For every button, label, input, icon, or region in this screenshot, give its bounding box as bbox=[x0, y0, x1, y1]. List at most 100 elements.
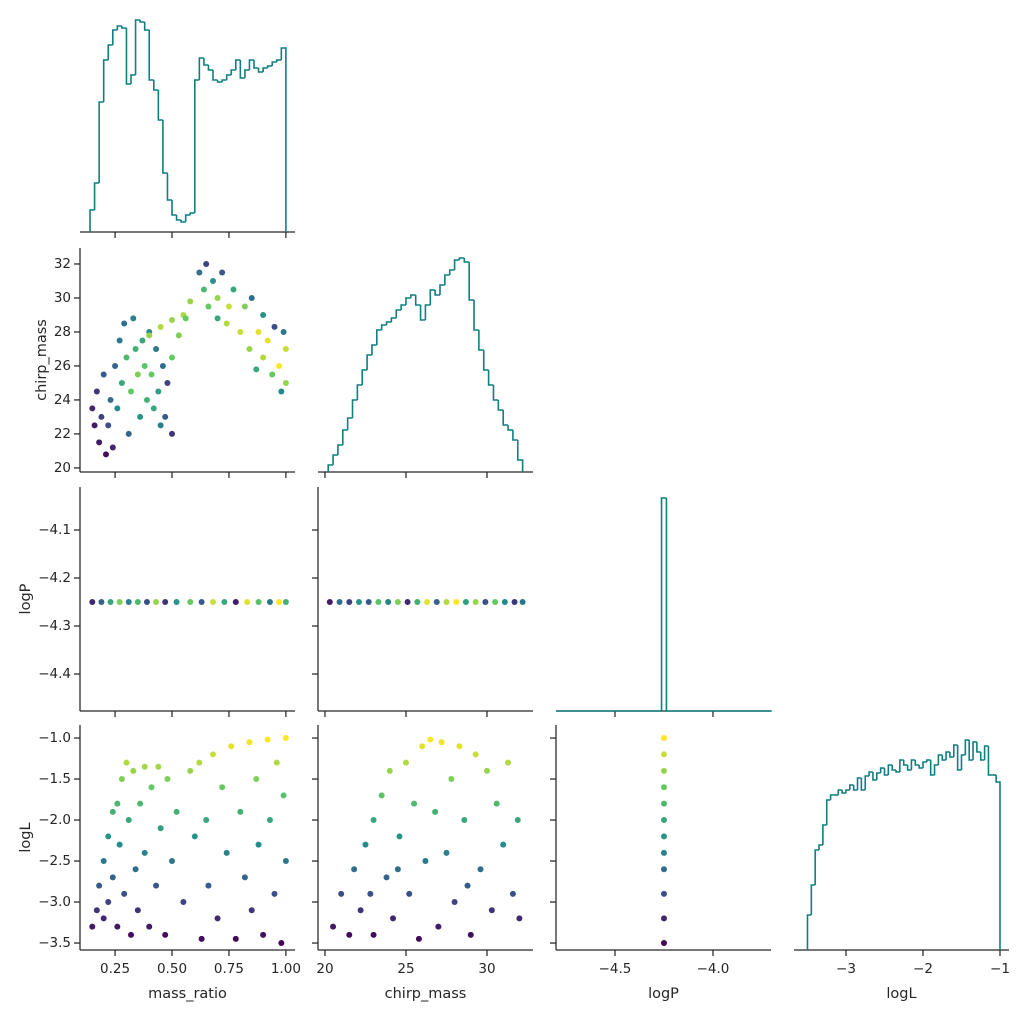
point bbox=[427, 736, 434, 743]
point bbox=[228, 743, 235, 750]
point bbox=[493, 800, 500, 807]
y-tick-label: −4.3 bbox=[38, 618, 71, 634]
hist-bin bbox=[376, 329, 382, 345]
point bbox=[153, 345, 160, 352]
hist-bin bbox=[473, 300, 479, 331]
hist-bin bbox=[937, 754, 943, 765]
point bbox=[660, 849, 667, 856]
y-axis-label: logP bbox=[18, 583, 34, 614]
hist-bin bbox=[414, 295, 421, 306]
x-tick-label: −4.0 bbox=[697, 961, 730, 977]
point bbox=[230, 286, 237, 293]
point bbox=[448, 776, 455, 783]
point bbox=[519, 599, 526, 606]
hist-bin bbox=[987, 746, 993, 776]
point bbox=[89, 599, 96, 606]
hist-bin bbox=[366, 354, 372, 370]
point bbox=[107, 396, 114, 403]
hist-bin bbox=[125, 28, 132, 85]
point bbox=[214, 294, 221, 301]
point bbox=[109, 874, 116, 881]
point bbox=[134, 599, 141, 606]
hist-bin bbox=[189, 212, 195, 215]
point bbox=[100, 858, 107, 865]
point bbox=[121, 320, 128, 327]
point bbox=[280, 328, 287, 335]
point bbox=[203, 260, 210, 267]
y-tick-label: −3.0 bbox=[38, 894, 71, 910]
point bbox=[660, 751, 667, 758]
point bbox=[105, 899, 112, 906]
point bbox=[660, 784, 667, 791]
hist-bin bbox=[860, 778, 866, 791]
hist-bin bbox=[960, 754, 966, 770]
y-tick-label: 20 bbox=[54, 460, 71, 476]
point bbox=[276, 362, 283, 369]
hist-bin bbox=[271, 61, 277, 66]
point bbox=[134, 907, 141, 914]
hist-bin bbox=[439, 284, 445, 295]
point bbox=[118, 776, 125, 783]
x-tick-label: −1 bbox=[990, 961, 1010, 977]
point bbox=[130, 315, 137, 322]
hist-bin bbox=[107, 44, 113, 60]
hist-bin bbox=[979, 752, 985, 761]
point bbox=[198, 599, 205, 606]
hist-bin bbox=[910, 759, 916, 770]
hist-bin bbox=[868, 771, 873, 776]
hist-bin bbox=[845, 789, 850, 793]
point bbox=[260, 354, 267, 361]
y-axis-label: chirp_mass bbox=[34, 319, 50, 401]
point bbox=[394, 599, 401, 606]
point bbox=[255, 841, 262, 848]
point bbox=[109, 444, 116, 451]
point bbox=[141, 362, 148, 369]
hist-bin bbox=[995, 775, 1001, 950]
x-axis-label: logP bbox=[648, 986, 679, 1002]
point bbox=[246, 739, 253, 746]
point bbox=[414, 599, 421, 606]
point bbox=[435, 923, 442, 930]
point bbox=[241, 874, 248, 881]
point bbox=[660, 833, 667, 840]
hist-bin bbox=[162, 120, 168, 174]
point bbox=[362, 841, 369, 848]
y-tick-label: 22 bbox=[54, 426, 71, 442]
point bbox=[253, 776, 260, 783]
hist-bin bbox=[899, 759, 904, 772]
hist-bin bbox=[175, 215, 182, 221]
point bbox=[98, 413, 105, 420]
point bbox=[370, 817, 377, 824]
hist-bin bbox=[814, 849, 820, 885]
point bbox=[346, 931, 353, 938]
hist-bin bbox=[507, 425, 513, 431]
hist-bin bbox=[945, 751, 950, 760]
point bbox=[415, 935, 422, 942]
point bbox=[146, 923, 153, 930]
point bbox=[244, 599, 251, 606]
x-tick-label: 20 bbox=[316, 961, 333, 977]
hist-bin bbox=[148, 30, 154, 81]
point bbox=[278, 940, 285, 947]
point bbox=[282, 345, 289, 352]
panel: 0.25 0.50 0.75 1.00 −3.5 −3.0 −2.5 −2.0 −1.5 −1.0… bbox=[18, 725, 301, 1002]
y-tick-label: 32 bbox=[54, 256, 71, 272]
point bbox=[472, 599, 479, 606]
point bbox=[500, 841, 507, 848]
point bbox=[282, 599, 289, 606]
point bbox=[112, 362, 119, 369]
point bbox=[125, 430, 132, 437]
hist-bin bbox=[891, 765, 897, 771]
point bbox=[125, 817, 132, 824]
hist-bin bbox=[660, 497, 667, 711]
y-tick-label: −1.5 bbox=[38, 771, 71, 787]
point bbox=[336, 599, 343, 606]
hist-bin bbox=[665, 498, 772, 712]
hist-bin bbox=[248, 59, 255, 70]
hist-bin bbox=[906, 765, 912, 771]
panel bbox=[80, 19, 295, 238]
hist-bin bbox=[949, 752, 954, 758]
hist-bin bbox=[502, 410, 509, 426]
point bbox=[232, 935, 239, 942]
point bbox=[137, 800, 144, 807]
